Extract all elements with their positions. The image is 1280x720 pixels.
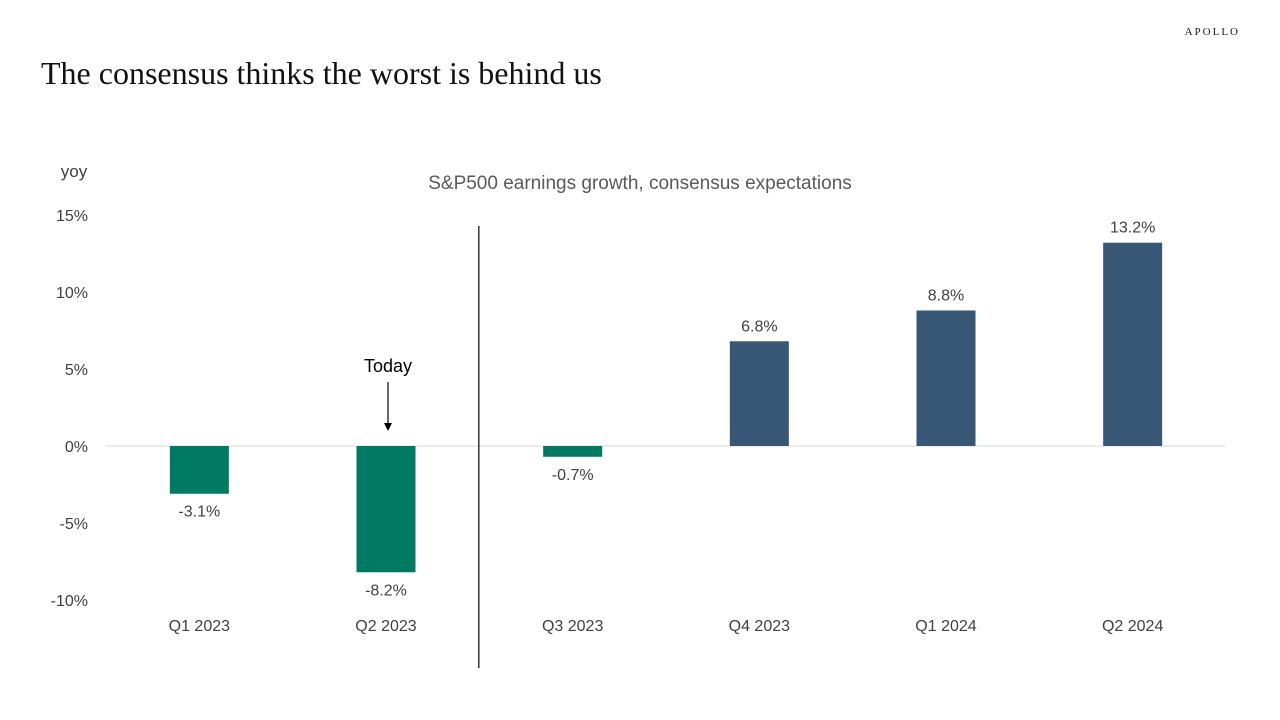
data-label: 6.8% [741, 318, 777, 335]
bar [916, 310, 976, 446]
arrow-down-icon [384, 423, 392, 431]
y-tick-label: 0% [65, 439, 88, 456]
bar [169, 446, 229, 494]
bar [543, 446, 603, 457]
data-label: -0.7% [552, 467, 594, 484]
page-title: The consensus thinks the worst is behind… [41, 55, 602, 91]
y-axis-ticks: 15% 10% 5% 0% -5% -10% [51, 208, 88, 610]
bar [1103, 242, 1163, 446]
x-tick-label: Q2 2023 [355, 618, 416, 635]
brand-logo: APOLLO [1184, 26, 1240, 38]
y-tick-label: -10% [51, 593, 88, 610]
x-tick-label: Q1 2024 [915, 618, 976, 635]
y-tick-label: 15% [56, 208, 88, 225]
data-label: 13.2% [1110, 220, 1155, 237]
data-label: -8.2% [365, 582, 407, 599]
bar [356, 446, 416, 573]
x-tick-label: Q2 2024 [1102, 618, 1163, 635]
y-tick-label: 5% [65, 362, 88, 379]
chart-title: S&P500 earnings growth, consensus expect… [428, 173, 852, 194]
bar [729, 341, 789, 446]
x-tick-label: Q3 2023 [542, 618, 603, 635]
y-tick-label: 10% [56, 285, 88, 302]
bars: -3.1% -8.2% -0.7% 6.8% 8.8% 13.2% [169, 220, 1163, 599]
data-label: -3.1% [178, 504, 220, 521]
today-annotation: Today [364, 356, 412, 431]
data-label: 8.8% [928, 287, 964, 304]
x-axis-ticks: Q1 2023 Q2 2023 Q3 2023 Q4 2023 Q1 2024 Q2 20… [169, 618, 1164, 635]
x-tick-label: Q1 2023 [169, 618, 230, 635]
y-tick-label: -5% [60, 516, 88, 533]
x-tick-label: Q4 2023 [729, 618, 790, 635]
annotation-label: Today [364, 356, 412, 376]
y-axis-label: yoy [61, 162, 88, 181]
